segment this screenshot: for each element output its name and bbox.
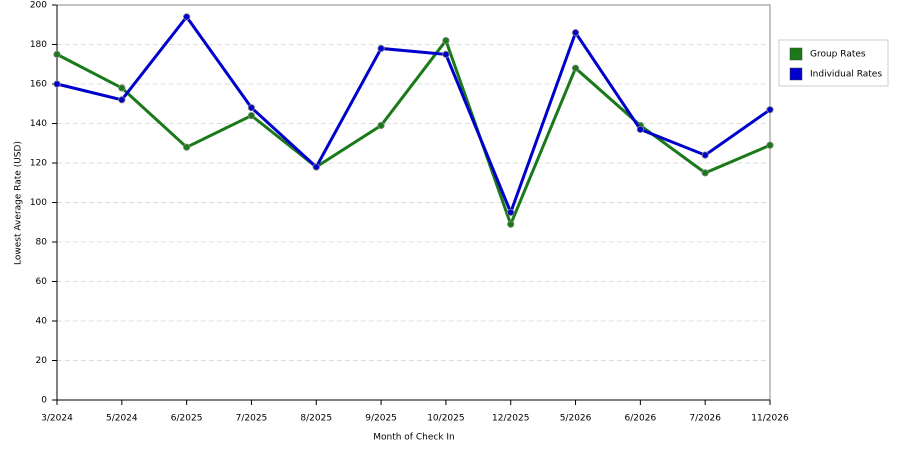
series-line: [56, 14, 771, 217]
point: [571, 64, 580, 72]
point: [118, 84, 126, 92]
y-tick-label: 140: [30, 119, 47, 129]
legend-label: Individual Rates: [810, 70, 882, 80]
point: [183, 143, 191, 151]
point: [377, 121, 385, 130]
x-tick-label: 7/2026: [689, 414, 721, 424]
point: [312, 163, 320, 171]
x-axis-label: Month of Check In: [373, 433, 455, 443]
x-tick-label: 10/2025: [427, 414, 464, 424]
y-tick-label: 160: [30, 80, 47, 90]
point: [53, 80, 61, 88]
point: [701, 169, 709, 177]
x-tick-label: 6/2025: [171, 414, 203, 424]
x-tick-label: 6/2026: [625, 414, 657, 424]
y-tick-label: 180: [30, 40, 47, 50]
y-tick-label: 20: [36, 356, 48, 366]
legend-swatch: [789, 67, 803, 81]
point: [701, 151, 709, 159]
legend-label: Group Rates: [810, 50, 866, 60]
y-tick-label: 60: [36, 277, 48, 287]
point: [183, 13, 191, 21]
point: [766, 141, 774, 149]
point: [118, 96, 126, 104]
y-axis-label: Lowest Average Rate (USD): [14, 141, 24, 265]
y-tick-label: 120: [30, 159, 47, 169]
point: [377, 44, 385, 53]
y-tick-label: 80: [36, 238, 48, 248]
y-tick-label: 200: [30, 1, 47, 11]
x-tick-label: 3/2024: [41, 414, 73, 424]
point: [571, 29, 580, 37]
point: [766, 106, 774, 114]
x-tick-label: 12/2025: [492, 414, 529, 424]
x-tick-label: 7/2025: [236, 414, 268, 424]
point: [507, 208, 515, 216]
x-tick-label: 9/2025: [365, 414, 397, 424]
legend-swatch: [789, 47, 803, 61]
y-tick-label: 0: [41, 396, 47, 406]
point: [636, 125, 644, 134]
point: [247, 112, 256, 120]
x-tick-label: 11/2026: [751, 414, 789, 424]
x-tick-label: 5/2026: [560, 414, 592, 424]
point: [442, 50, 450, 58]
y-tick-label: 100: [30, 198, 47, 208]
y-tick-label: 40: [36, 317, 48, 327]
series-line: [56, 37, 771, 229]
point: [247, 104, 256, 112]
point: [507, 220, 515, 228]
point: [53, 50, 61, 58]
point: [442, 36, 450, 45]
x-tick-label: 5/2024: [106, 414, 138, 424]
x-tick-label: 8/2025: [300, 414, 332, 424]
